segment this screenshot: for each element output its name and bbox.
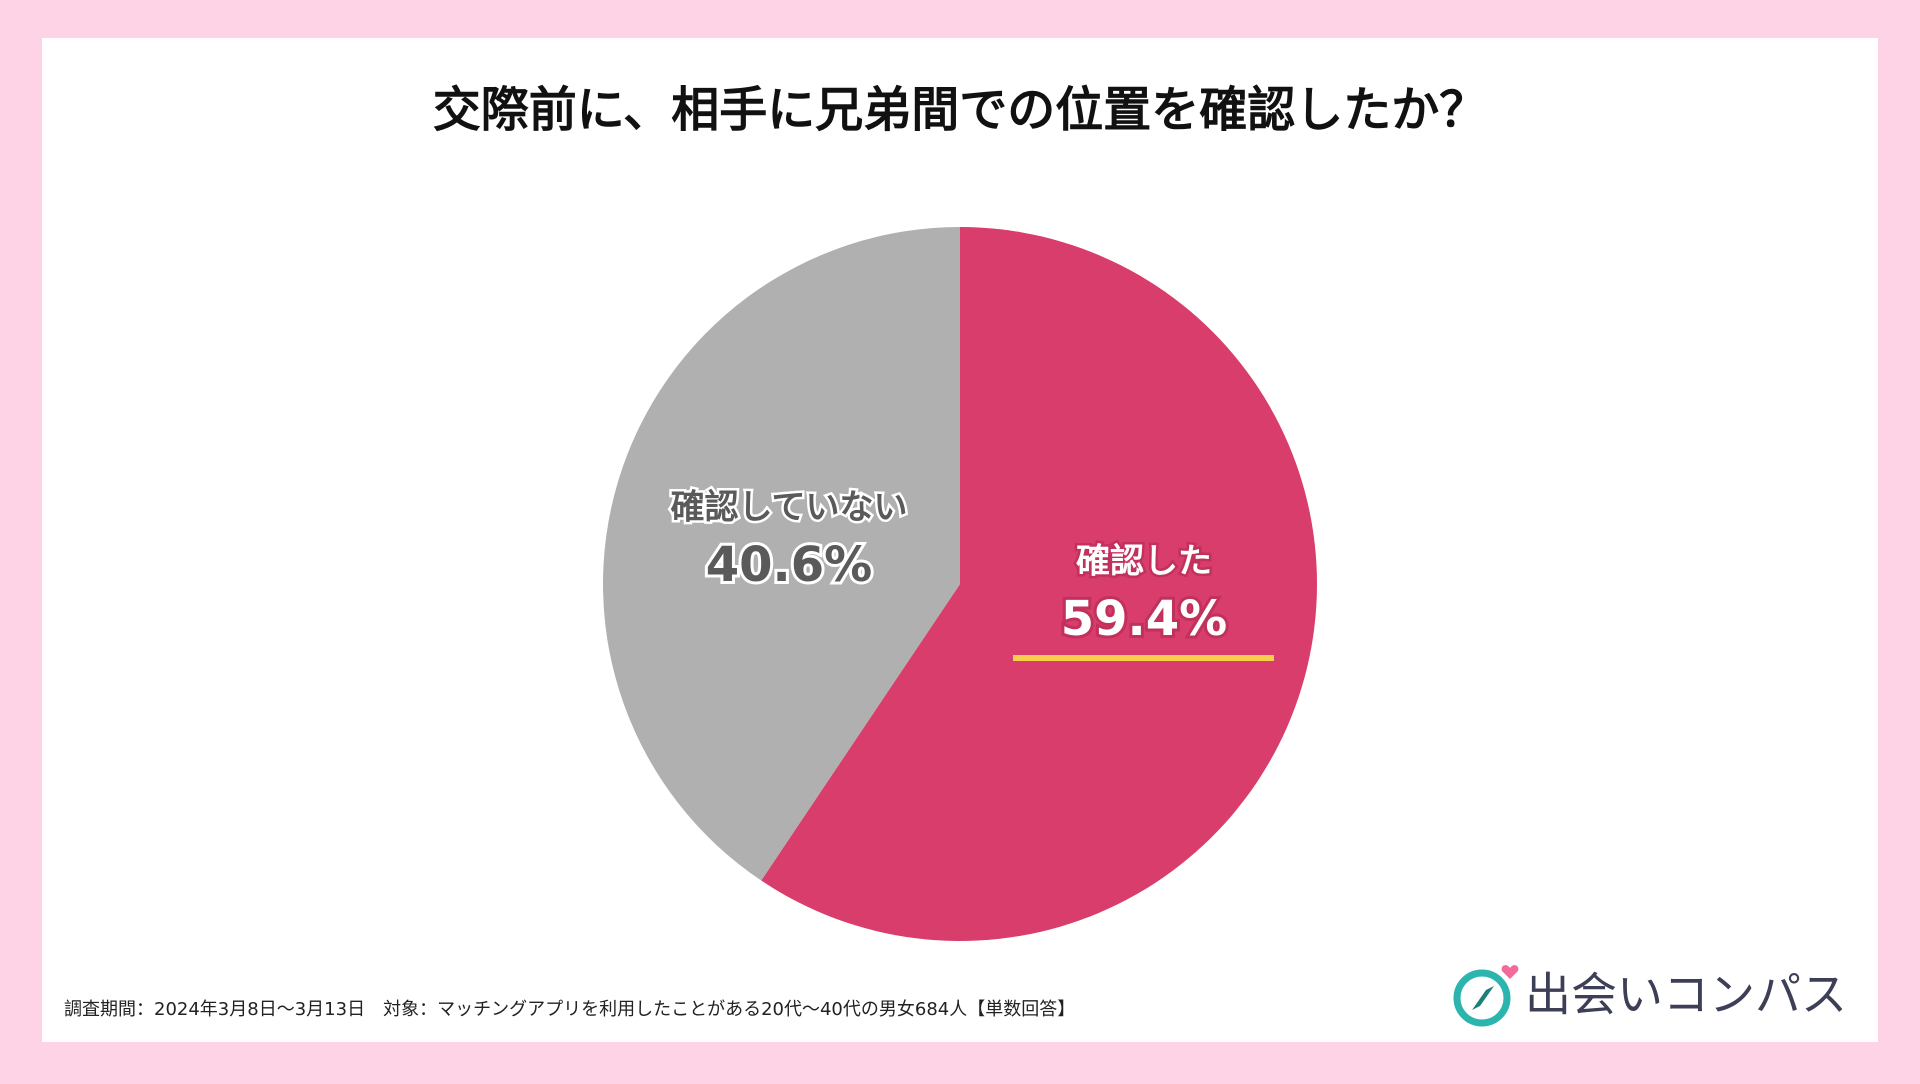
pie-slice bbox=[602, 227, 960, 881]
value-label: 59.4% bbox=[1061, 591, 1228, 647]
logo-icon bbox=[1453, 965, 1519, 1027]
logo-ring bbox=[1453, 969, 1511, 1027]
brand: 出会いコンパス bbox=[1525, 968, 1847, 1022]
logo-needle bbox=[1472, 986, 1494, 1010]
labels: 確認した 59.4% 確認していない 40.6% bbox=[668, 485, 1230, 650]
footnote: 調査期間：2024年3月8日〜3月13日 対象：マッチングアプリを利用したことが… bbox=[64, 999, 1075, 1020]
pie bbox=[602, 227, 1317, 941]
slice-label: 確認した bbox=[1076, 542, 1212, 582]
pie-slice bbox=[761, 227, 1317, 941]
chart-title: 交際前に、相手に兄弟間での位置を確認したか？ bbox=[433, 82, 1488, 138]
logo-heart bbox=[1501, 965, 1519, 979]
slice-label: 確認していない bbox=[671, 488, 908, 528]
value-label: 40.6% bbox=[706, 537, 873, 593]
